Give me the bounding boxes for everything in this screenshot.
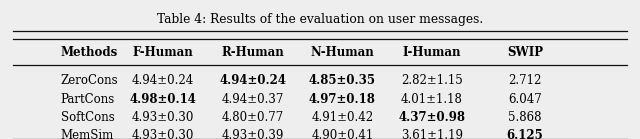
- Text: 4.90±0.41: 4.90±0.41: [311, 129, 374, 139]
- Text: F-Human: F-Human: [133, 46, 193, 59]
- Text: 4.98±0.14: 4.98±0.14: [130, 93, 196, 106]
- Text: 6.047: 6.047: [508, 93, 541, 106]
- Text: 4.93±0.30: 4.93±0.30: [132, 111, 195, 124]
- Text: I-Human: I-Human: [403, 46, 461, 59]
- Text: 5.868: 5.868: [508, 111, 541, 124]
- Text: 4.94±0.24: 4.94±0.24: [132, 74, 195, 87]
- Text: Methods: Methods: [61, 46, 118, 59]
- Text: 4.80±0.77: 4.80±0.77: [221, 111, 284, 124]
- Text: 2.82±1.15: 2.82±1.15: [401, 74, 463, 87]
- Text: 4.93±0.39: 4.93±0.39: [221, 129, 284, 139]
- Text: 3.61±1.19: 3.61±1.19: [401, 129, 463, 139]
- Text: SoftCons: SoftCons: [61, 111, 115, 124]
- Text: 4.91±0.42: 4.91±0.42: [311, 111, 374, 124]
- Text: ZeroCons: ZeroCons: [61, 74, 118, 87]
- Text: R-Human: R-Human: [221, 46, 284, 59]
- Text: 6.125: 6.125: [506, 129, 543, 139]
- Text: 4.85±0.35: 4.85±0.35: [309, 74, 376, 87]
- Text: N-Human: N-Human: [310, 46, 374, 59]
- Text: 4.94±0.37: 4.94±0.37: [221, 93, 284, 106]
- Text: 4.97±0.18: 4.97±0.18: [309, 93, 376, 106]
- Text: Table 4: Results of the evaluation on user messages.: Table 4: Results of the evaluation on us…: [157, 13, 483, 26]
- Text: 4.93±0.30: 4.93±0.30: [132, 129, 195, 139]
- Text: 4.01±1.18: 4.01±1.18: [401, 93, 463, 106]
- Text: SWIP: SWIP: [507, 46, 543, 59]
- Text: 4.94±0.24: 4.94±0.24: [220, 74, 286, 87]
- Text: 2.712: 2.712: [508, 74, 541, 87]
- Text: 4.37±0.98: 4.37±0.98: [399, 111, 465, 124]
- Text: PartCons: PartCons: [61, 93, 115, 106]
- Text: MemSim: MemSim: [61, 129, 114, 139]
